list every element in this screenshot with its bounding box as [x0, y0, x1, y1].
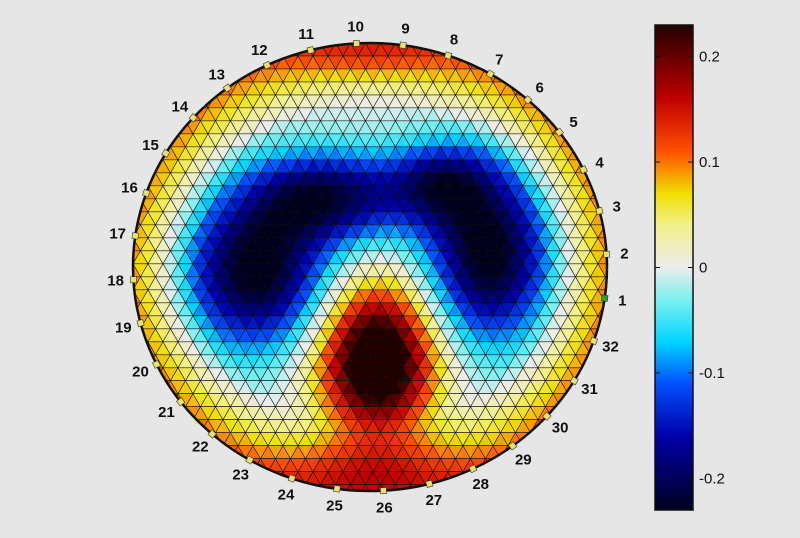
electrode-label: 12	[251, 42, 268, 59]
electrode-marker	[333, 485, 341, 493]
electrode-label: 32	[602, 338, 619, 355]
mesh-element	[530, 432, 546, 447]
electrode-marker	[353, 39, 361, 47]
mesh-element	[597, 263, 607, 278]
electrode-marker	[600, 294, 609, 302]
colorbar-gradient	[654, 24, 694, 511]
electrode-marker	[152, 359, 161, 369]
electrode-label: 7	[495, 52, 503, 69]
electrode-label: 25	[326, 498, 343, 515]
electrode-label: 30	[552, 419, 569, 436]
colorbar: 0.2 0.1 0 -0.1 -0.2	[654, 24, 725, 511]
electrode-marker	[508, 441, 518, 451]
mesh-element	[365, 484, 381, 491]
colorbar-tick-label: 0.2	[699, 49, 720, 66]
electrode-marker	[554, 127, 564, 137]
electrode-marker	[542, 411, 552, 421]
electrode-marker	[262, 60, 272, 70]
mesh-heatmap	[133, 43, 607, 491]
colorbar-tick-label: 0	[699, 260, 707, 277]
electrode-marker	[603, 250, 611, 258]
colorbar-tick-label: 0.1	[699, 154, 720, 171]
mesh-element	[395, 484, 411, 491]
electrode-label: 18	[107, 273, 124, 290]
mesh-element	[133, 289, 134, 304]
electrode-marker	[468, 464, 478, 474]
colorbar-tick-label: -0.1	[699, 365, 725, 382]
electrode-label: 21	[158, 404, 175, 421]
electrode-label: 31	[581, 381, 598, 398]
boundary-ring	[131, 41, 609, 493]
electrode-label: 19	[115, 319, 132, 336]
electrode-marker	[129, 276, 137, 284]
electrode-label: 28	[472, 476, 489, 493]
electrode-marker	[222, 83, 232, 93]
electrode-label: 23	[232, 467, 249, 484]
electrode-marker	[425, 479, 434, 488]
electrode-label: 17	[109, 226, 126, 243]
electrode-label: 9	[401, 21, 409, 38]
electrode-marker	[589, 336, 598, 346]
electrode-marker	[523, 95, 533, 105]
colorbar-tick-label: -0.2	[699, 470, 725, 487]
electrode-marker	[306, 46, 315, 55]
electrode-marker	[595, 206, 604, 215]
electrode-label: 3	[613, 199, 621, 216]
electrode-label: 11	[298, 26, 314, 43]
mesh-element	[133, 341, 149, 356]
electrode-marker	[579, 165, 588, 175]
electrode-marker	[287, 474, 297, 483]
electrode-marker	[161, 148, 171, 158]
electrode-label: 26	[376, 499, 393, 516]
electrode-label: 20	[132, 364, 149, 381]
electrode-label: 1	[618, 293, 626, 310]
electrode-label: 5	[569, 114, 577, 131]
mesh-element	[380, 43, 396, 44]
electrode-label: 2	[620, 245, 628, 262]
electrode-marker	[569, 376, 579, 386]
electrode-label: 22	[192, 439, 209, 456]
electrode-marker	[485, 69, 495, 79]
electrode-labels: 1234567891011121314151617181920212223242…	[107, 19, 628, 517]
electrode-marker	[207, 429, 217, 439]
mesh-element	[140, 159, 156, 174]
electrode-label: 13	[208, 67, 225, 84]
mesh-element	[320, 43, 336, 44]
electrode-label: 4	[595, 154, 604, 171]
electrode-label: 14	[172, 99, 189, 116]
electrode-marker	[142, 188, 151, 198]
mesh-element	[133, 250, 134, 265]
electrode-marker	[136, 319, 145, 328]
electrode-marker	[379, 487, 387, 495]
electrode-marker	[443, 51, 453, 60]
colorbar-ticks: 0.2 0.1 0 -0.1 -0.2	[655, 49, 725, 487]
electrode-label: 10	[347, 19, 364, 36]
mesh-element	[222, 68, 239, 83]
electrode-label: 6	[536, 79, 544, 96]
mesh-element	[605, 224, 607, 239]
electrode-label: 29	[515, 451, 532, 468]
electrode-label: 16	[121, 180, 138, 197]
electrode-label: 24	[278, 486, 295, 503]
mesh-element	[605, 237, 607, 252]
electrode-marker	[176, 397, 186, 407]
electrode-label: 8	[450, 32, 458, 49]
electrode-label: 15	[142, 137, 159, 154]
mesh-element	[350, 484, 366, 491]
electrode-marker	[131, 232, 140, 240]
electrode-marker	[188, 113, 198, 123]
electrode-label: 27	[425, 492, 442, 509]
electrode-marker	[399, 41, 407, 49]
electrode-marker	[245, 455, 255, 465]
mesh-element	[365, 43, 381, 44]
